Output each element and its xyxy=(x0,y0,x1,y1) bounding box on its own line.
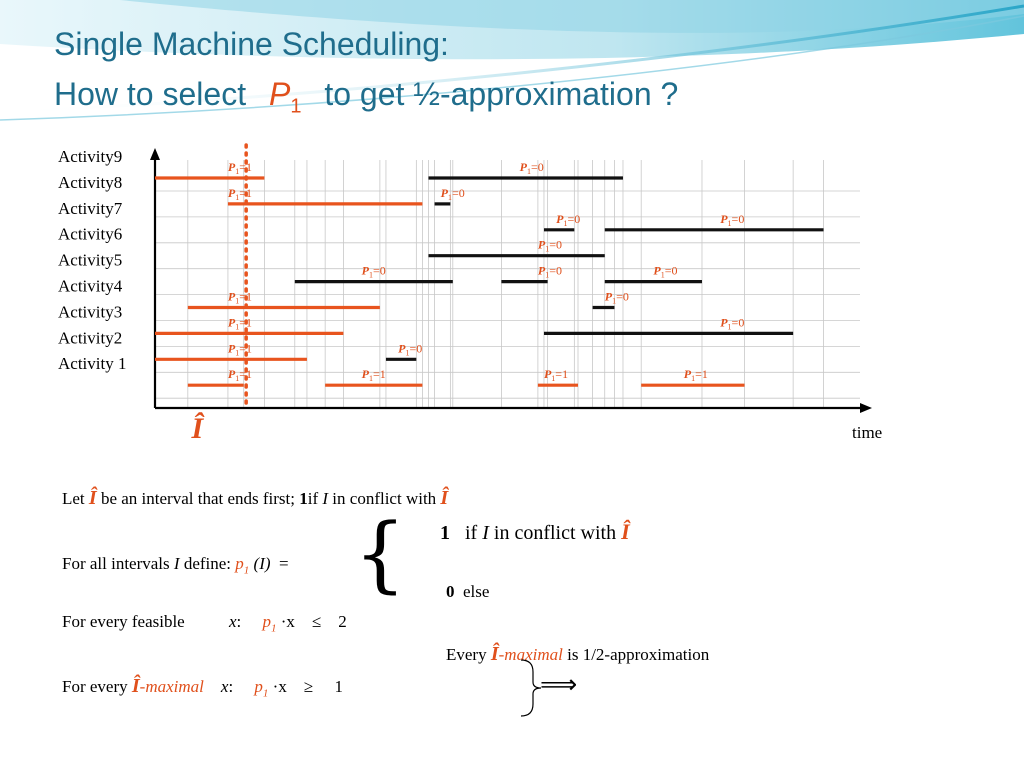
header-swoosh xyxy=(0,0,1024,121)
p1-label: P1=1 xyxy=(684,367,708,383)
p1-label: P1=1 xyxy=(228,160,252,176)
p1-label: P1=1 xyxy=(228,341,252,357)
title-suffix: to get ½-approximation ? xyxy=(324,76,679,112)
p1-label: P1=1 xyxy=(228,315,252,331)
maximal-statement: For every Î-maximal x: p1 ·x ≥ 1 xyxy=(62,675,343,700)
p1-label: P1=0 xyxy=(720,212,744,228)
let-statement: Let Î be an interval that ends first; 1i… xyxy=(62,487,449,509)
slide-title-line1: Single Machine Scheduling: xyxy=(54,26,449,62)
title-prefix: How to select xyxy=(54,76,247,112)
gantt-chart: Activity9 Activity8 Activity7 Activity6 Acti… xyxy=(58,143,882,445)
conclusion: Every Î-maximal is 1/2-approximation xyxy=(446,643,710,665)
activity-label: Activity3 xyxy=(58,302,122,321)
case-one: 1 if I in conflict with Î xyxy=(440,519,630,545)
p1-label: P1=1 xyxy=(544,367,568,383)
p1-label: P1=0 xyxy=(720,315,744,331)
p1-label: P1=1 xyxy=(228,290,252,306)
activity-label: Activity9 xyxy=(58,147,122,166)
p1-label: P1=1 xyxy=(228,367,252,383)
implies-arrow: ⟹ xyxy=(540,670,578,700)
p1-label: P1=0 xyxy=(362,264,386,280)
activity-label: Activity 1 xyxy=(58,354,126,373)
define-statement: For all intervals I define: p1 (I) = xyxy=(62,554,289,577)
activity-label: Activity4 xyxy=(58,277,123,296)
activity-label: Activity5 xyxy=(58,251,122,270)
right-brace xyxy=(520,659,542,717)
left-brace: { xyxy=(354,507,407,602)
p1-label: P1=0 xyxy=(441,186,465,202)
activity-label: Activity2 xyxy=(58,328,122,347)
marker-label: Î xyxy=(190,412,204,445)
p1-label: P1=0 xyxy=(605,290,629,306)
p1-label: P1=0 xyxy=(538,238,562,254)
x-axis-arrow xyxy=(860,403,872,413)
p1-label: P1=0 xyxy=(538,264,562,280)
p1-label: P1=1 xyxy=(362,367,386,383)
p1-label: P1=1 xyxy=(228,186,252,202)
p1-label: P1=0 xyxy=(398,341,422,357)
p1-label: P1=0 xyxy=(653,264,677,280)
feasible-statement: For every feasible x: p1 ·x ≤ 2 xyxy=(62,612,347,635)
title-p1-symbol: P1 xyxy=(268,76,302,118)
y-axis-arrow xyxy=(150,148,160,160)
p1-label: P1=0 xyxy=(520,160,544,176)
i-hat-symbol: Î xyxy=(88,487,97,509)
activity-label: Activity8 xyxy=(58,173,122,192)
activity-label: Activity7 xyxy=(58,199,123,218)
slide-title-line2: How to select P1 to get ½-approximation … xyxy=(54,76,678,124)
activity-label: Activity6 xyxy=(58,225,122,244)
p1-label: P1=0 xyxy=(556,212,580,228)
case-zero: 0 else xyxy=(446,582,490,601)
x-axis-label: time xyxy=(852,423,882,442)
